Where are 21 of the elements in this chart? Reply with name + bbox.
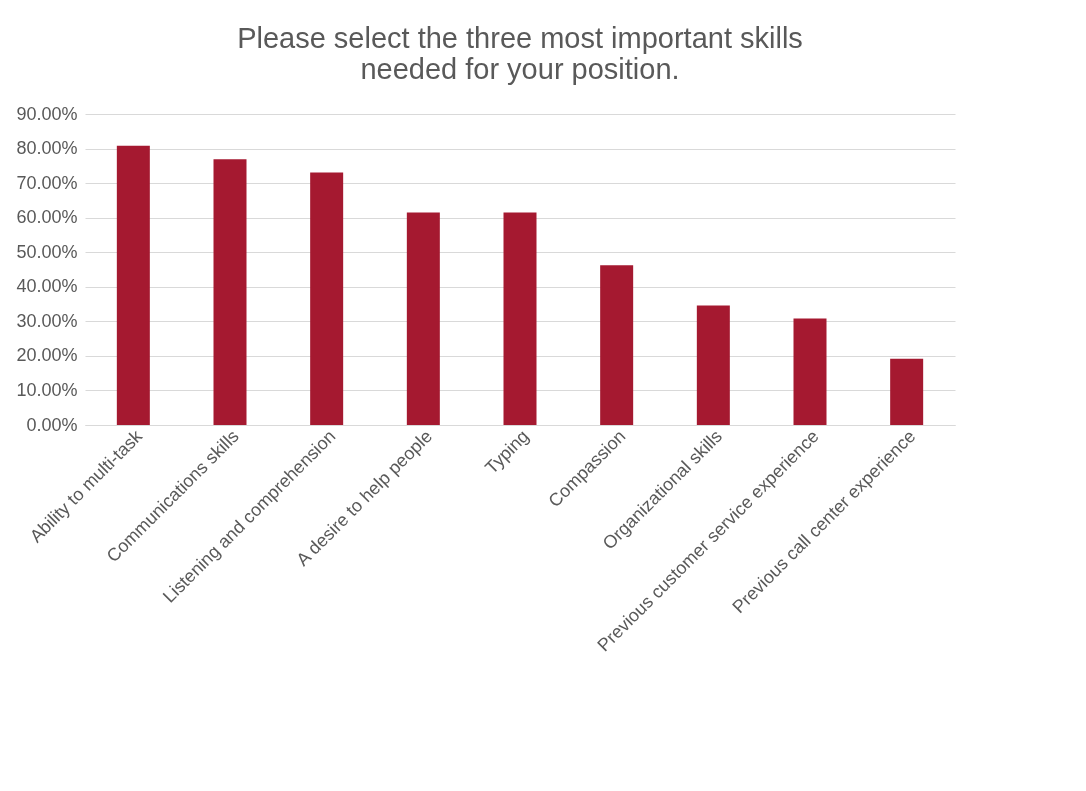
bar <box>213 159 247 425</box>
y-tick-label: 40.00% <box>16 276 78 297</box>
bar <box>890 358 924 425</box>
y-tick-label: 50.00% <box>16 241 78 262</box>
text: needed for your position. <box>360 53 680 85</box>
bar <box>503 212 537 425</box>
y-tick-label: 20.00% <box>16 345 78 366</box>
text: Please select the three most important skills <box>237 22 803 54</box>
y-tick-label: 90.00% <box>16 103 78 124</box>
bar <box>696 305 730 425</box>
bar <box>310 172 344 425</box>
bar <box>406 212 440 425</box>
bar <box>793 318 827 425</box>
y-tick-label: 80.00% <box>16 138 78 159</box>
y-tick-label: 0.00% <box>26 414 78 435</box>
y-tick-label: 30.00% <box>16 310 78 331</box>
y-tick-label: 70.00% <box>16 172 78 193</box>
y-tick-label: 10.00% <box>16 379 78 400</box>
y-tick-label: 60.00% <box>16 207 78 228</box>
bar <box>116 145 150 425</box>
bar <box>600 265 634 425</box>
